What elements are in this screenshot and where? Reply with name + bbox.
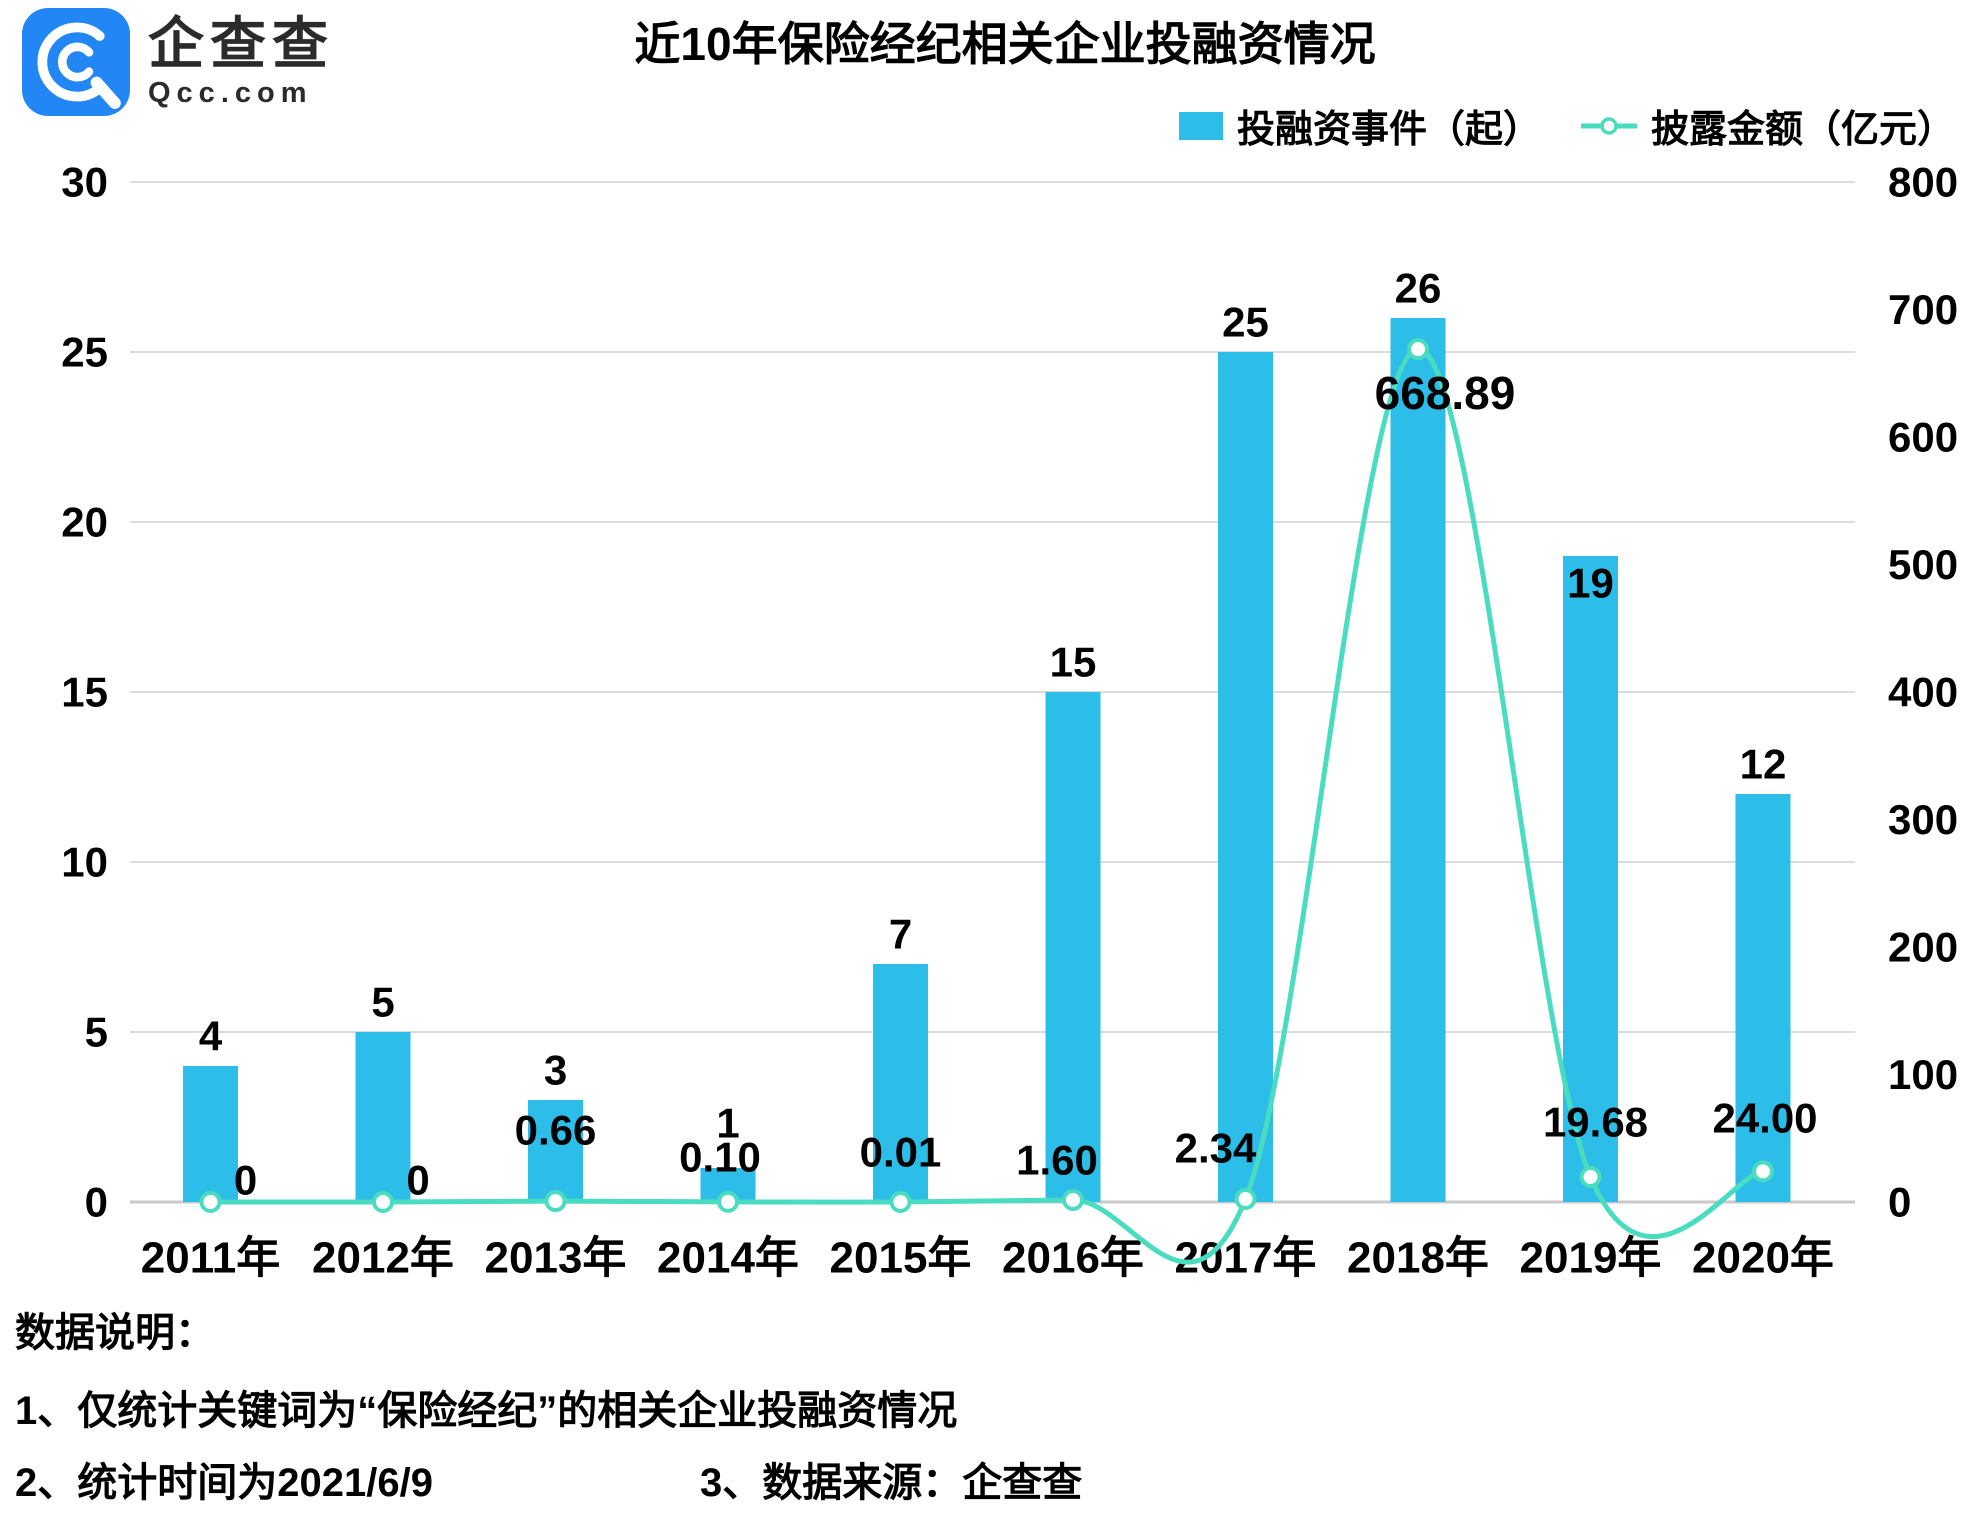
- x-axis-category: 2011年: [141, 1234, 280, 1283]
- bar-value-label: 19: [1567, 560, 1614, 607]
- line-point-2019年: [1579, 1165, 1602, 1188]
- line-point-2017年: [1234, 1188, 1257, 1211]
- note-item-1: 1、仅统计关键词为“保险经纪”的相关企业投融资情况: [15, 1389, 958, 1433]
- x-axis-category: 2019年: [1520, 1234, 1662, 1283]
- bar-value-label: 3: [544, 1047, 567, 1094]
- bar-2013年: [528, 1100, 583, 1202]
- bar-value-label: 5: [371, 979, 394, 1026]
- right-axis-tick: 200: [1888, 924, 1958, 971]
- bar-2018年: [1390, 318, 1446, 1202]
- legend-label: 投融资事件（起）: [1236, 109, 1541, 151]
- line-point-2020年: [1752, 1160, 1774, 1183]
- left-axis-tick: 25: [61, 329, 108, 376]
- line-value-label: 1.60: [1016, 1137, 1098, 1184]
- note-item-2: 2、统计时间为2021/6/9: [15, 1461, 433, 1505]
- brand-name: 企查查: [148, 12, 334, 75]
- left-axis-tick: 20: [61, 499, 108, 546]
- chart-title: 近10年保险经纪相关企业投融资情况: [634, 18, 1376, 70]
- line-point-2011年: [199, 1191, 222, 1213]
- right-axis-tick: 800: [1888, 159, 1958, 206]
- legend-item-bar-series: 投融资事件（起）: [1178, 98, 1541, 153]
- bar-2015年: [873, 964, 928, 1202]
- left-axis-tick: 15: [61, 669, 108, 716]
- right-axis-tick: 100: [1888, 1051, 1958, 1098]
- line-point-2013年: [544, 1190, 567, 1213]
- line-value-label: 0.10: [679, 1134, 761, 1181]
- legend-item-line-series: 披露金额（亿元）: [1580, 98, 1955, 153]
- x-axis-category: 2015年: [830, 1234, 972, 1283]
- qcc-logo-icon: [22, 8, 130, 116]
- right-axis-tick: 300: [1888, 796, 1958, 843]
- x-axis-category: 2016年: [1002, 1234, 1144, 1283]
- right-axis-tick: 500: [1888, 541, 1958, 588]
- x-axis-category: 2018年: [1347, 1234, 1489, 1283]
- bar-2020年: [1735, 794, 1791, 1202]
- bar-2017年: [1218, 352, 1273, 1202]
- line-value-label: 24.00: [1712, 1095, 1817, 1142]
- left-axis-tick: 5: [85, 1009, 108, 1056]
- bar-value-label: 12: [1740, 741, 1787, 788]
- right-axis-tick: 600: [1888, 414, 1958, 461]
- line-value-label: 668.89: [1375, 367, 1516, 419]
- bar-2011年: [183, 1066, 238, 1202]
- line-point-2016年: [1062, 1188, 1084, 1211]
- bar-value-label: 1: [716, 1100, 739, 1147]
- bar-value-label: 7: [889, 911, 912, 958]
- line-point-2015年: [889, 1190, 912, 1213]
- line-point-2018年: [1407, 338, 1429, 361]
- bar-2016年: [1045, 692, 1101, 1202]
- line-point-2014年: [717, 1190, 739, 1213]
- line-series-path: [210, 346, 1764, 1265]
- line-value-label: 0.01: [860, 1129, 942, 1176]
- line-value-label: 2.34: [1175, 1125, 1257, 1172]
- chart-legend: 投融资事件（起） 披露金额（亿元）: [1178, 98, 1955, 153]
- left-axis-tick: 10: [61, 839, 108, 886]
- x-axis-category: 2020年: [1692, 1234, 1834, 1283]
- x-axis-category: 2012年: [312, 1234, 454, 1283]
- qcc-logo: 企查查 Qcc.com: [22, 8, 334, 116]
- line-swatch-icon: [1580, 116, 1637, 135]
- bar-line-chart: 0510152025300100200300400500600700800201…: [61, 159, 1958, 1283]
- note-item-3: 3、数据来源：企查查: [700, 1461, 1083, 1505]
- line-value-label: 0: [234, 1157, 257, 1204]
- bar-value-label: 4: [199, 1013, 223, 1060]
- legend-label: 披露金额（亿元）: [1650, 109, 1955, 151]
- brand-domain: Qcc.com: [148, 77, 313, 109]
- bar-value-label: 26: [1395, 265, 1442, 312]
- bar-swatch-icon: [1178, 111, 1223, 140]
- right-axis-tick: 0: [1888, 1179, 1911, 1226]
- bar-value-label: 15: [1050, 639, 1097, 686]
- line-value-label: 0: [406, 1157, 429, 1204]
- line-point-2012年: [372, 1191, 394, 1213]
- notes-heading: 数据说明：: [15, 1311, 215, 1355]
- line-value-label: 19.68: [1543, 1099, 1648, 1146]
- bar-2019年: [1563, 556, 1618, 1202]
- right-axis-tick: 700: [1888, 286, 1958, 333]
- x-axis-category: 2014年: [657, 1234, 799, 1283]
- bar-value-label: 25: [1222, 299, 1269, 346]
- magnifier-q-icon: [37, 22, 121, 109]
- x-axis-category: 2013年: [485, 1234, 627, 1283]
- x-axis-category: 2017年: [1175, 1234, 1317, 1283]
- brand-text: 企查查 Qcc.com: [148, 13, 334, 111]
- left-axis-tick: 30: [61, 159, 108, 206]
- right-axis-tick: 400: [1888, 669, 1958, 716]
- left-axis-tick: 0: [85, 1179, 108, 1226]
- line-value-label: 0.66: [515, 1107, 597, 1154]
- bar-2012年: [355, 1032, 411, 1202]
